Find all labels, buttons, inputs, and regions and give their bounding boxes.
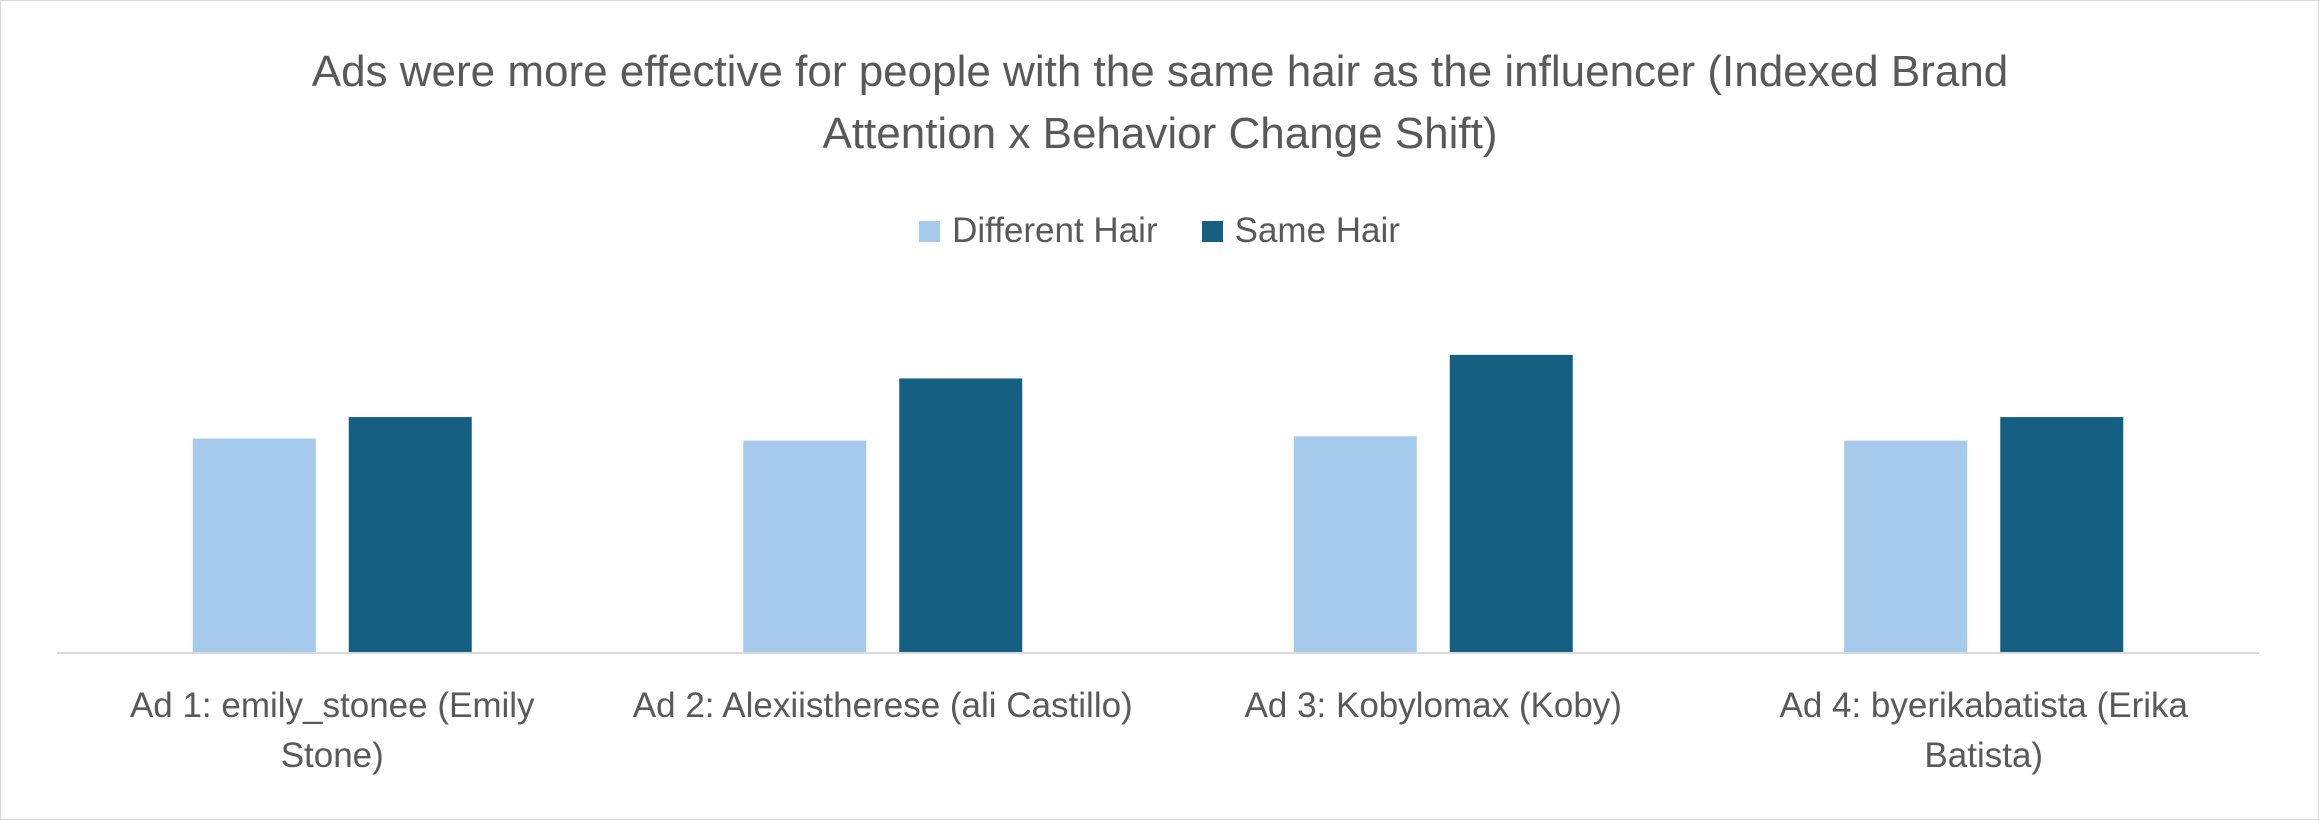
- bar: [348, 417, 472, 653]
- bar: [1293, 436, 1417, 653]
- bar: [743, 440, 867, 653]
- bar: [899, 378, 1023, 653]
- x-tick-label: Ad 2: Alexiistherese (ali Castillo): [632, 686, 1133, 725]
- x-tick-label: Ad 4: byerikabatista (Erika Batista): [1779, 686, 2188, 775]
- bar: [1449, 354, 1573, 653]
- bar: [2000, 417, 2124, 653]
- chart-title: Ads were more effective for people with …: [311, 47, 2009, 158]
- legend: Different Hair Same Hair: [1, 211, 2318, 251]
- x-tick-label: Ad 3: Kobylomax (Koby): [1244, 686, 1622, 725]
- bar: [192, 438, 316, 653]
- legend-label: Same Hair: [1234, 211, 1400, 250]
- legend-swatch: [1201, 220, 1223, 242]
- legend-label: Different Hair: [952, 211, 1158, 250]
- x-tick-label: Ad 1: emily_stonee (Emily Stone): [129, 686, 535, 775]
- legend-swatch: [919, 220, 941, 242]
- legend-item: Different Hair: [919, 211, 1158, 251]
- legend-item: Same Hair: [1201, 211, 1400, 251]
- bar: [1844, 440, 1968, 653]
